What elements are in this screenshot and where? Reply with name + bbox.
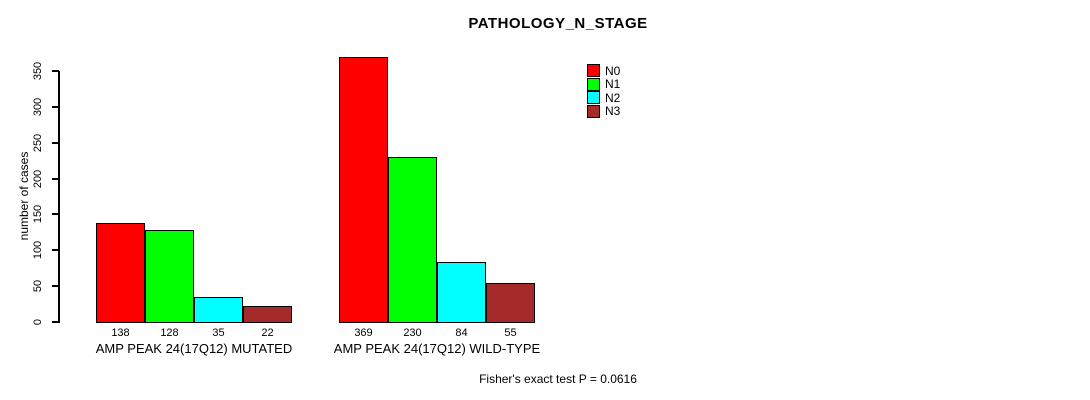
y-tick-mark xyxy=(52,70,59,72)
y-tick-mark xyxy=(52,249,59,252)
chart-title: PATHOLOGY_N_STAGE xyxy=(468,15,648,32)
legend-swatch-n1 xyxy=(587,77,600,91)
bar-n0-group2 xyxy=(339,57,388,323)
bar-value-label: 84 xyxy=(455,327,468,339)
y-tick-label: 50 xyxy=(32,280,44,293)
bar-value-label: 128 xyxy=(160,327,179,339)
legend: N0 N1 N2 N3 xyxy=(587,64,620,118)
bar-n0-group1 xyxy=(96,223,145,323)
legend-label: N3 xyxy=(605,104,621,119)
legend-item-n3: N3 xyxy=(587,104,621,119)
y-tick-mark xyxy=(52,177,59,180)
legend-item-n0: N0 xyxy=(587,64,620,78)
bar-n3-group2 xyxy=(486,282,535,323)
legend-swatch-n3 xyxy=(587,104,600,118)
group-label: AMP PEAK 24(17Q12) WILD-TYPE xyxy=(333,341,541,356)
y-tick-mark xyxy=(52,105,59,108)
y-tick-label: 150 xyxy=(32,205,44,224)
bar-n2-group1 xyxy=(194,296,243,323)
legend-item-n2: N2 xyxy=(587,91,620,105)
fisher-test-annotation: Fisher's exact test P = 0.0616 xyxy=(479,372,637,386)
y-tick-mark xyxy=(52,321,59,323)
y-tick-mark xyxy=(52,285,59,288)
bar-n1-group1 xyxy=(145,230,194,323)
y-tick-label: 300 xyxy=(32,97,44,117)
y-tick-label: 200 xyxy=(32,169,44,188)
bar-value-label: 35 xyxy=(212,327,225,339)
legend-label: N2 xyxy=(605,90,621,105)
legend-swatch-n2 xyxy=(587,91,600,105)
bar-n3-group1 xyxy=(243,306,292,323)
bar-value-label: 369 xyxy=(354,327,373,339)
y-tick-mark xyxy=(52,141,59,144)
legend-label: N0 xyxy=(605,63,621,78)
bar-value-label: 230 xyxy=(403,327,422,339)
bar-value-label: 22 xyxy=(261,327,274,339)
bar-n2-group2 xyxy=(437,261,486,323)
y-tick-label: 350 xyxy=(32,61,44,81)
bar-value-label: 55 xyxy=(504,327,517,339)
y-tick-label: 250 xyxy=(32,133,44,152)
legend-label: N1 xyxy=(605,77,621,92)
y-tick-label: 0 xyxy=(32,318,44,326)
y-tick-label: 100 xyxy=(32,241,44,260)
y-axis-label: number of cases xyxy=(17,151,31,241)
legend-swatch-n0 xyxy=(587,64,600,78)
group-label: AMP PEAK 24(17Q12) MUTATED xyxy=(95,341,293,356)
y-tick-mark xyxy=(52,213,59,216)
y-axis-line xyxy=(58,71,60,323)
legend-item-n1: N1 xyxy=(587,77,621,92)
bar-n1-group2 xyxy=(388,157,437,323)
bar-value-label: 138 xyxy=(111,327,130,339)
